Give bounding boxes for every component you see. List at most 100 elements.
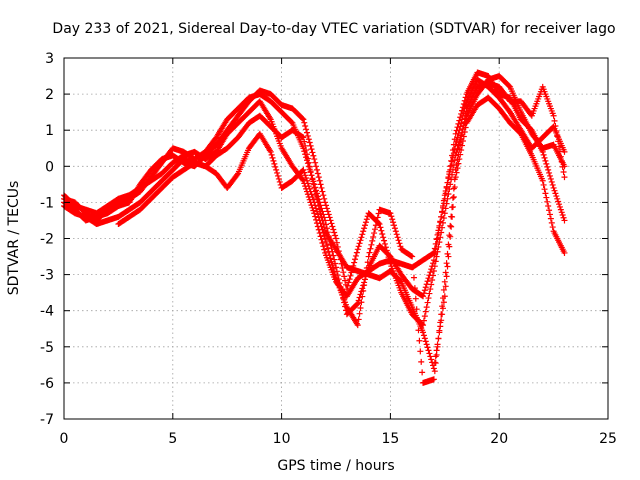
data-point <box>311 184 318 191</box>
data-point <box>365 253 372 260</box>
data-point <box>555 198 562 205</box>
series-5 <box>115 80 568 386</box>
data-point <box>273 166 280 173</box>
data-point <box>304 155 311 162</box>
data-point <box>420 329 427 336</box>
data-point <box>316 230 323 237</box>
data-point <box>452 130 459 137</box>
data-point <box>302 122 309 129</box>
data-point <box>363 216 370 223</box>
y-tick-label: 0 <box>45 159 54 175</box>
data-point <box>305 159 312 166</box>
data-point <box>360 228 367 235</box>
data-point <box>559 163 566 170</box>
data-point <box>299 133 306 140</box>
data-point <box>320 192 327 199</box>
data-point <box>326 252 333 259</box>
series-3 <box>61 69 568 300</box>
data-point <box>410 264 417 271</box>
data-point <box>549 224 556 231</box>
data-point <box>456 146 463 153</box>
data-point <box>274 172 281 179</box>
data-point <box>268 151 275 158</box>
data-point <box>431 359 438 366</box>
data-point <box>341 273 348 280</box>
data-point <box>358 299 365 306</box>
data-point <box>424 278 431 285</box>
data-point <box>354 322 361 329</box>
data-point <box>439 209 446 216</box>
data-point <box>319 188 326 195</box>
y-tick-label: 3 <box>45 51 54 67</box>
data-point <box>331 268 338 275</box>
data-point <box>307 188 314 195</box>
data-point <box>360 287 367 294</box>
data-point <box>422 308 429 315</box>
data-point <box>420 317 427 324</box>
data-point <box>374 214 381 221</box>
data-point <box>310 180 317 187</box>
data-point <box>426 290 433 297</box>
data-point <box>449 147 456 154</box>
data-point <box>459 107 466 114</box>
data-point <box>547 175 554 182</box>
data-point <box>384 250 391 257</box>
y-tick-label: -7 <box>40 412 54 428</box>
data-point <box>377 224 384 231</box>
data-point <box>317 220 324 227</box>
data-point <box>369 237 376 244</box>
data-point <box>234 171 241 178</box>
data-point <box>355 243 362 250</box>
data-point <box>558 158 565 165</box>
data-point <box>328 258 335 265</box>
data-point <box>541 186 548 193</box>
data-point <box>445 253 452 260</box>
data-point <box>546 211 553 218</box>
data-point <box>449 152 456 159</box>
data-point <box>362 222 369 229</box>
data-point <box>422 338 429 345</box>
data-point <box>300 166 307 173</box>
data-point <box>389 216 396 223</box>
data-point <box>543 194 550 201</box>
data-point <box>421 313 428 320</box>
data-point <box>445 190 452 197</box>
data-point <box>324 245 331 252</box>
data-point <box>303 147 310 154</box>
data-point <box>316 217 323 224</box>
data-point <box>353 301 360 308</box>
data-point <box>390 219 397 226</box>
data-point <box>540 181 547 188</box>
data-point <box>451 157 458 164</box>
data-point <box>359 293 366 300</box>
data-point <box>451 176 458 183</box>
data-point <box>371 226 378 233</box>
data-point <box>454 124 461 131</box>
data-point <box>432 360 439 367</box>
data-point <box>427 353 434 360</box>
data-point <box>544 198 551 205</box>
data-point <box>414 316 421 323</box>
data-point <box>368 241 375 248</box>
data-point <box>315 214 322 221</box>
data-point <box>440 299 447 306</box>
data-point <box>309 193 316 200</box>
data-point <box>455 151 462 158</box>
data-point <box>449 204 456 211</box>
data-point <box>444 263 451 270</box>
data-point <box>392 228 399 235</box>
data-point <box>437 218 444 225</box>
data-point <box>426 350 433 357</box>
data-point <box>451 136 458 143</box>
data-point <box>427 286 434 293</box>
data-point <box>327 217 334 224</box>
data-point <box>541 154 548 161</box>
data-point <box>361 225 368 232</box>
data-point <box>551 117 558 124</box>
data-point <box>267 148 274 155</box>
y-tick-label: -5 <box>40 340 54 356</box>
x-axis-label: GPS time / hours <box>277 458 394 474</box>
data-point <box>358 234 365 241</box>
data-point <box>373 218 380 225</box>
data-point <box>443 273 450 280</box>
